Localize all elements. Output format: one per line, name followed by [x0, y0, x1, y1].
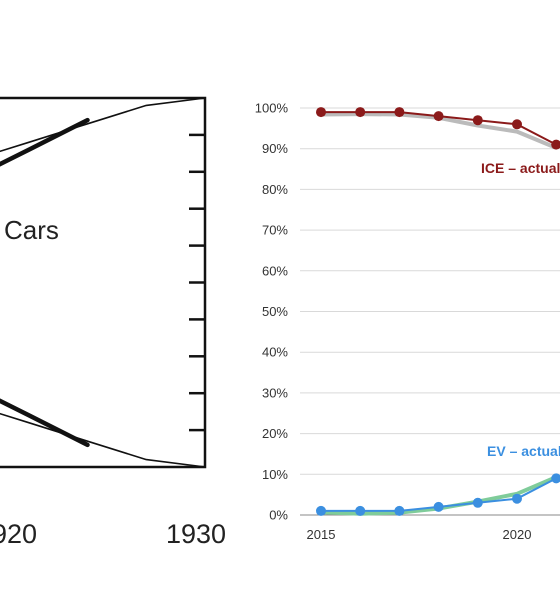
historic-series-line	[0, 117, 90, 167]
y-tick-label: 40%	[262, 345, 288, 360]
ev-series-label: EV – actual	[487, 443, 560, 459]
x-tick-label: 2020	[503, 527, 532, 542]
ev-data-point	[512, 493, 522, 504]
ice-data-point	[472, 115, 483, 126]
x-tick-label: 2015	[307, 527, 336, 542]
y-tick-label: 30%	[262, 385, 288, 400]
y-tick-label: 10%	[262, 467, 288, 482]
y-tick-label: 100%	[255, 101, 289, 116]
ev-data-point	[551, 473, 560, 484]
historic-x-tick-label: 1930	[166, 519, 226, 549]
ice-data-point	[316, 107, 326, 118]
ev-data-point	[433, 501, 444, 512]
historic-series-line	[0, 412, 206, 468]
y-tick-label: 70%	[262, 223, 288, 238]
y-tick-label: 80%	[262, 182, 288, 197]
cars-annotation: Cars	[4, 215, 59, 245]
ice-data-point	[394, 107, 405, 118]
ice-series-label: ICE – actual	[481, 160, 560, 176]
ice-data-point	[433, 111, 444, 122]
ev-data-point	[355, 505, 366, 516]
historic-series-line	[0, 398, 90, 448]
y-tick-label: 20%	[262, 426, 288, 441]
historic-series-line	[0, 97, 206, 153]
y-tick-label: 90%	[262, 141, 288, 156]
ice-data-point	[355, 107, 366, 118]
y-tick-label: 60%	[262, 263, 288, 278]
ev-data-point	[394, 505, 405, 516]
ice-data-point	[512, 119, 522, 130]
y-tick-label: 50%	[262, 304, 288, 319]
y-tick-label: 0%	[269, 508, 288, 523]
ice-ev-share-chart: 0% 10% 20% 30% 40% 50% 60% 70% 80% 90% 100% 2015 202…	[255, 101, 560, 542]
historic-chart-frame	[0, 96, 207, 469]
historic-x-tick-label: 920	[0, 519, 37, 549]
historic-cars-chart: Cars 920 1930	[0, 96, 226, 549]
ice-data-point	[551, 139, 560, 150]
ev-data-point	[472, 497, 483, 508]
ev-data-point	[316, 505, 326, 516]
